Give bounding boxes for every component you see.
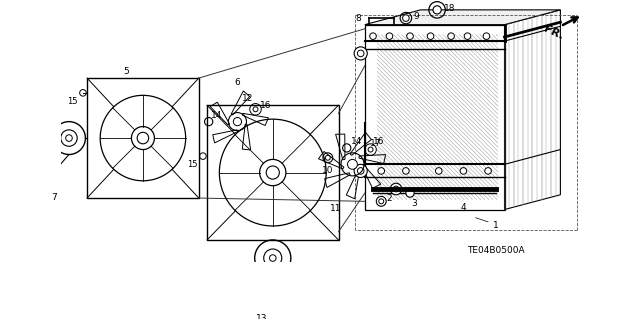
Circle shape — [435, 168, 442, 174]
Circle shape — [403, 168, 409, 174]
Circle shape — [406, 189, 414, 197]
Circle shape — [386, 33, 393, 40]
Circle shape — [348, 160, 357, 169]
Text: 16: 16 — [260, 101, 272, 110]
Polygon shape — [365, 10, 561, 25]
Text: 16: 16 — [373, 137, 385, 146]
Text: 14: 14 — [211, 111, 223, 120]
Circle shape — [390, 183, 402, 195]
Circle shape — [368, 147, 373, 152]
Text: 14: 14 — [351, 137, 362, 146]
Text: 11: 11 — [330, 204, 342, 213]
Circle shape — [393, 186, 399, 192]
Circle shape — [357, 168, 364, 174]
Text: 7: 7 — [51, 193, 57, 202]
Circle shape — [403, 15, 409, 21]
Circle shape — [357, 50, 364, 57]
Text: 6: 6 — [234, 78, 240, 87]
Text: 10: 10 — [322, 167, 333, 175]
Text: 2: 2 — [387, 194, 392, 204]
Text: 18: 18 — [444, 4, 455, 13]
Text: 15: 15 — [187, 160, 198, 169]
Circle shape — [253, 107, 258, 112]
Circle shape — [484, 168, 492, 174]
Circle shape — [354, 47, 367, 60]
Text: 5: 5 — [124, 67, 129, 76]
Circle shape — [354, 164, 367, 177]
Circle shape — [370, 33, 376, 40]
Circle shape — [428, 33, 434, 40]
Text: 9: 9 — [413, 12, 419, 21]
Text: 8: 8 — [355, 14, 361, 23]
Circle shape — [460, 168, 467, 174]
Circle shape — [379, 199, 384, 204]
Text: 4: 4 — [461, 203, 466, 211]
Circle shape — [376, 197, 386, 206]
Text: 15: 15 — [67, 97, 77, 106]
Text: 13: 13 — [255, 314, 267, 319]
Circle shape — [325, 155, 330, 160]
Circle shape — [406, 33, 413, 40]
Circle shape — [234, 117, 241, 126]
Text: TE04B0500A: TE04B0500A — [467, 246, 525, 255]
Text: FR.: FR. — [543, 24, 565, 42]
Text: 1: 1 — [493, 221, 499, 231]
Text: 3: 3 — [412, 199, 417, 208]
Circle shape — [269, 255, 276, 261]
Text: 12: 12 — [243, 94, 254, 103]
Circle shape — [464, 33, 471, 40]
Circle shape — [448, 33, 454, 40]
Text: 17: 17 — [370, 139, 381, 148]
Circle shape — [66, 135, 72, 141]
Circle shape — [378, 168, 385, 174]
Circle shape — [483, 33, 490, 40]
Circle shape — [433, 6, 441, 14]
